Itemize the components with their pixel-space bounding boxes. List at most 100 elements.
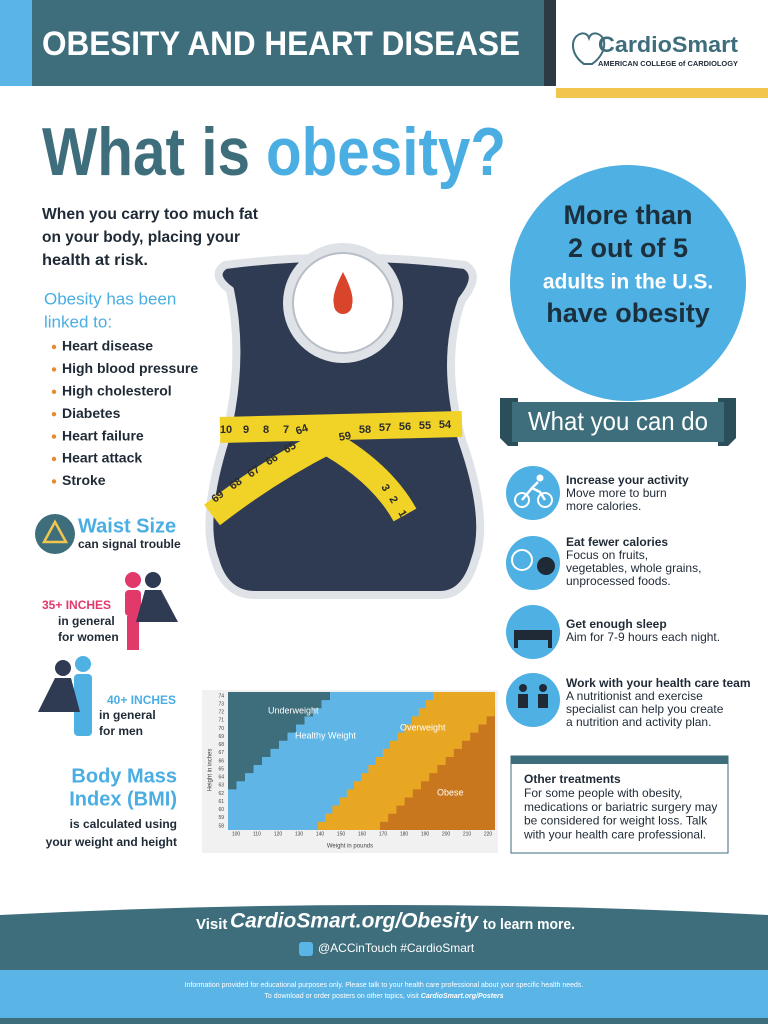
stat-circle: [510, 165, 746, 401]
region-label: Underweight: [268, 705, 319, 715]
disclaimer-url: CardioSmart.org/Posters: [421, 993, 504, 1000]
other-text: with your health care professional.: [523, 827, 706, 841]
bullet: [51, 367, 57, 372]
icon-bed-leg: [548, 640, 552, 648]
action-title: Eat fewer calories: [566, 535, 668, 549]
y-tick-label: 73: [218, 702, 224, 708]
icon-person: [518, 694, 528, 708]
action-text: Move more to burn: [566, 486, 667, 500]
y-tick-label: 59: [218, 815, 224, 821]
icon-person: [539, 684, 547, 692]
action-text: more calories.: [566, 499, 641, 513]
icon-wheel: [514, 492, 530, 508]
logo-heart: [572, 32, 606, 65]
disclaimer-text: To download or order posters on other to…: [264, 993, 419, 1000]
tape-number: 59: [338, 430, 352, 444]
bmi-title: Body Mass: [71, 765, 177, 787]
linked-heading: Obesity has been: [44, 289, 176, 308]
x-tick-label: 140: [316, 831, 325, 837]
linked-item: Diabetes: [62, 405, 121, 421]
scale-needle: [333, 272, 353, 314]
tape-number: 10: [220, 424, 232, 436]
intro-text: When you carry too much fat: [42, 206, 259, 223]
helper-icon: [55, 660, 71, 676]
tape-number: 9: [243, 424, 249, 436]
header-accent: [0, 0, 32, 86]
warning-circle: [35, 514, 75, 554]
other-box-bar: [511, 756, 728, 764]
helper-icon: [38, 678, 80, 712]
other-text: For some people with obesity,: [524, 786, 683, 800]
tape-number: 64: [294, 422, 310, 438]
y-tick-label: 63: [218, 783, 224, 789]
y-tick-label: 71: [218, 718, 224, 724]
y-tick-label: 62: [218, 791, 224, 797]
footer-band: [0, 905, 768, 970]
y-tick-label: 58: [218, 823, 224, 829]
tape-number: 57: [379, 422, 391, 434]
footer-social: @ACCinTouch #CardioSmart: [318, 941, 475, 955]
warning-sign: [41, 519, 69, 544]
tape: [219, 411, 463, 443]
action-text: Aim for 7-9 hours each night.: [566, 630, 720, 644]
icon-apple: [537, 557, 555, 575]
tape-number: 54: [439, 419, 452, 431]
bmi-title: Index (BMI): [69, 788, 177, 810]
bmi-description: is calculated using: [70, 817, 177, 831]
icon-person: [519, 684, 527, 692]
tape-number: 65: [282, 440, 299, 457]
man-icon: [75, 656, 91, 672]
woman-icon: [127, 616, 139, 650]
headline: What is: [42, 114, 250, 190]
action-title: Increase your activity: [566, 473, 689, 487]
icon-team: [506, 673, 560, 727]
men-label: 40+ INCHES: [107, 693, 176, 707]
helper-icon: [136, 590, 178, 622]
women-text: for women: [58, 630, 119, 644]
tape-number: 58: [359, 424, 371, 436]
footer-disclaimer-band: [0, 970, 768, 1018]
linked-item: Heart disease: [62, 338, 153, 354]
action-text: A nutritionist and exercise: [566, 689, 703, 703]
y-tick-label: 64: [218, 775, 224, 781]
stat-text: adults in the U.S.: [543, 271, 713, 294]
header-divider: [544, 0, 556, 86]
icon-veg: [511, 549, 533, 571]
y-tick-label: 61: [218, 799, 224, 805]
x-tick-label: 170: [379, 831, 388, 837]
headline-highlight: obesity?: [266, 114, 506, 190]
disclaimer: Information provided for educational pur…: [185, 982, 584, 989]
icon-head: [536, 474, 544, 482]
x-tick-label: 110: [253, 831, 261, 837]
stat-text: 2 out of 5: [568, 233, 688, 263]
disclaimer: To download or order posters on other to…: [264, 993, 503, 1000]
banner: [512, 402, 724, 442]
tape-number: 56: [399, 421, 411, 433]
action-text: specialist can help you create: [566, 702, 724, 716]
linked-item: High cholesterol: [62, 383, 172, 399]
bmi-plot: [228, 692, 495, 830]
woman-icon: [125, 590, 141, 616]
tape: [313, 426, 417, 522]
icon-person: [538, 694, 548, 708]
linked-item: High blood pressure: [62, 360, 198, 376]
tape-number: 2: [386, 494, 399, 505]
action-text: Focus on fruits,: [566, 548, 648, 562]
linked-item: Heart attack: [62, 450, 142, 466]
women-text: in general: [58, 614, 115, 628]
action-text: vegetables, whole grains,: [566, 561, 701, 575]
region-label: Overweight: [400, 722, 446, 732]
x-tick-label: 100: [232, 831, 241, 837]
x-tick-label: 120: [274, 831, 283, 837]
header-title: OBESITY AND HEART DISEASE: [42, 25, 520, 63]
twitter-icon: [299, 942, 313, 956]
bullet: [51, 456, 57, 462]
other-text: medications or bariatric surgery may: [524, 800, 717, 814]
logo-subtitle: AMERICAN COLLEGE of CARDIOLOGY: [598, 61, 738, 68]
actions-heading: What you can do: [528, 406, 708, 436]
waist-subtitle: can signal trouble: [78, 537, 181, 551]
stat-text: have obesity: [546, 298, 710, 328]
icon-rider: [521, 481, 547, 501]
x-tick-label: 150: [337, 831, 346, 837]
other-text: be considered for weight loss. Talk: [524, 814, 708, 828]
